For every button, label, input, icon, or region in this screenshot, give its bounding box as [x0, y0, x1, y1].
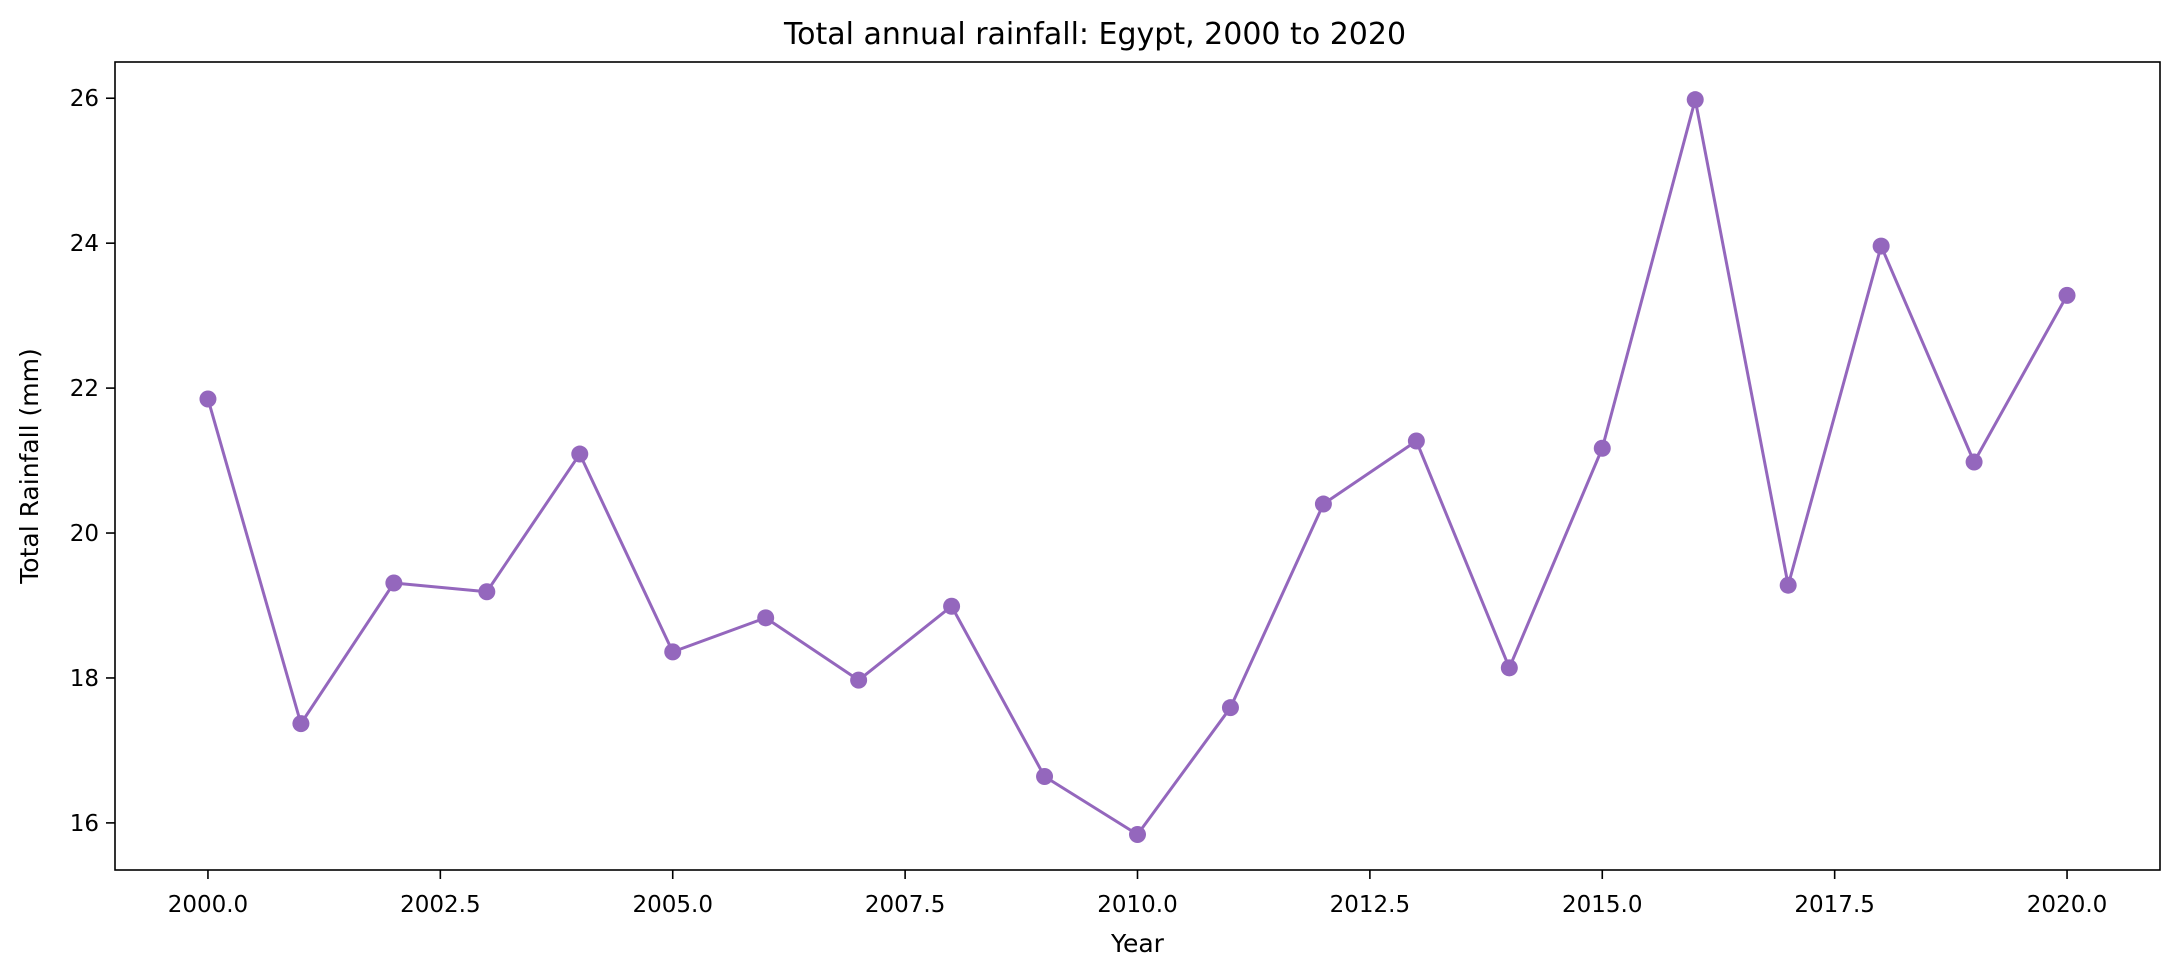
y-tick-label: 18 — [70, 666, 99, 692]
data-point — [1500, 659, 1518, 677]
x-tick-label: 2017.5 — [1794, 892, 1874, 918]
y-tick-label: 22 — [70, 376, 99, 402]
y-tick-label: 16 — [70, 811, 99, 837]
y-tick-label: 24 — [70, 231, 99, 257]
x-tick-label: 2007.5 — [865, 892, 945, 918]
x-tick-label: 2020.0 — [2027, 892, 2107, 918]
data-point — [1221, 699, 1239, 717]
data-point — [199, 390, 217, 408]
y-tick-label: 20 — [70, 521, 99, 547]
data-point — [1965, 453, 1983, 471]
data-point — [943, 597, 961, 615]
plot-area — [199, 91, 2076, 843]
data-point — [1407, 432, 1425, 450]
x-tick-label: 2015.0 — [1562, 892, 1642, 918]
y-tick-label: 26 — [70, 86, 99, 112]
x-tick-label: 2012.5 — [1330, 892, 1410, 918]
data-point — [664, 643, 682, 661]
data-point — [1593, 439, 1611, 457]
chart-title: Total annual rainfall: Egypt, 2000 to 20… — [783, 17, 1406, 52]
data-point — [292, 715, 310, 733]
x-tick-label: 2002.5 — [400, 892, 480, 918]
data-point — [1129, 825, 1146, 843]
data-point — [571, 445, 589, 463]
x-tick-label: 2000.0 — [168, 892, 248, 918]
axes: 2000.0 2002.5 2005.0 2007.5 2010.0 2012.5 2015… — [70, 86, 2108, 918]
data-point — [1314, 495, 1332, 513]
data-point — [385, 574, 403, 592]
data-point — [2058, 286, 2076, 304]
x-tick-label: 2005.0 — [632, 892, 712, 918]
data-point — [1036, 768, 1054, 786]
data-point — [850, 671, 868, 689]
data-point — [757, 609, 775, 627]
x-axis-label: Year — [1110, 929, 1165, 958]
data-point — [1872, 237, 1890, 255]
data-point — [1686, 91, 1704, 109]
data-point — [478, 583, 496, 601]
x-tick-label: 2010.0 — [1097, 892, 1177, 918]
y-axis-label: Total Rainfall (mm) — [15, 348, 44, 584]
data-point — [1779, 576, 1797, 594]
